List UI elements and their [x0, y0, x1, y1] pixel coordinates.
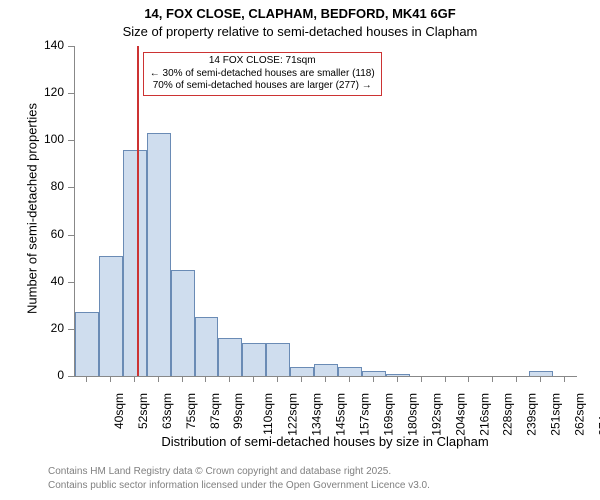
x-tick [373, 376, 374, 382]
bar [195, 317, 219, 376]
x-tick-label: 262sqm [573, 393, 587, 436]
x-tick [86, 376, 87, 382]
y-tick [68, 46, 74, 47]
bar [75, 312, 99, 376]
bar [290, 367, 314, 376]
footnote-line-1: Contains HM Land Registry data © Crown c… [48, 466, 391, 477]
x-tick [134, 376, 135, 382]
footnote-line-2: Contains public sector information licen… [48, 480, 430, 491]
bar [123, 150, 147, 376]
x-tick-label: 216sqm [477, 393, 491, 436]
x-tick [205, 376, 206, 382]
y-tick-label: 20 [30, 321, 64, 335]
x-tick [397, 376, 398, 382]
x-tick-label: 228sqm [501, 393, 515, 436]
x-tick-label: 192sqm [429, 393, 443, 436]
annotation-line-3: 70% of semi-detached houses are larger (… [150, 80, 375, 93]
x-tick-label: 110sqm [261, 393, 275, 435]
x-tick-label: 52sqm [136, 393, 150, 429]
chart-frame: 14, FOX CLOSE, CLAPHAM, BEDFORD, MK41 6G… [0, 0, 600, 500]
y-tick-label: 120 [30, 85, 64, 99]
x-tick-label: 145sqm [334, 393, 348, 436]
bar [218, 338, 242, 376]
y-tick [68, 329, 74, 330]
x-tick [349, 376, 350, 382]
x-tick-label: 75sqm [184, 393, 198, 429]
bar [338, 367, 362, 376]
x-tick-label: 251sqm [549, 393, 563, 436]
x-tick [540, 376, 541, 382]
x-tick-label: 134sqm [310, 393, 324, 436]
x-tick [421, 376, 422, 382]
x-tick-label: 169sqm [382, 393, 396, 436]
y-tick [68, 140, 74, 141]
y-tick-label: 140 [30, 38, 64, 52]
x-tick [229, 376, 230, 382]
y-tick [68, 235, 74, 236]
x-tick-label: 40sqm [112, 393, 126, 429]
x-tick-label: 99sqm [232, 393, 246, 429]
x-tick-label: 180sqm [406, 393, 420, 436]
x-tick-label: 204sqm [453, 393, 467, 436]
x-tick [516, 376, 517, 382]
property-marker-line [137, 46, 139, 376]
y-tick [68, 93, 74, 94]
x-tick-label: 122sqm [286, 393, 300, 436]
bar [171, 270, 195, 376]
x-tick [182, 376, 183, 382]
x-axis-label: Distribution of semi-detached houses by … [74, 434, 576, 449]
x-tick [325, 376, 326, 382]
x-tick-label: 63sqm [160, 393, 174, 429]
y-tick-label: 40 [30, 274, 64, 288]
y-tick-label: 80 [30, 179, 64, 193]
chart-title-line2: Size of property relative to semi-detach… [0, 24, 600, 39]
x-tick-label: 87sqm [208, 393, 222, 429]
chart-title-line1: 14, FOX CLOSE, CLAPHAM, BEDFORD, MK41 6G… [0, 6, 600, 21]
y-tick-label: 100 [30, 132, 64, 146]
plot-area: 14 FOX CLOSE: 71sqm ← 30% of semi-detach… [74, 46, 577, 377]
x-tick [158, 376, 159, 382]
bar [242, 343, 266, 376]
annotation-box: 14 FOX CLOSE: 71sqm ← 30% of semi-detach… [143, 52, 382, 96]
y-tick-label: 0 [30, 368, 64, 382]
bar [266, 343, 290, 376]
y-tick [68, 187, 74, 188]
x-tick [564, 376, 565, 382]
annotation-line-2: ← 30% of semi-detached houses are smalle… [150, 68, 375, 81]
x-tick [468, 376, 469, 382]
x-tick-label: 157sqm [358, 393, 372, 436]
x-tick [445, 376, 446, 382]
x-tick [110, 376, 111, 382]
x-tick [253, 376, 254, 382]
x-tick [301, 376, 302, 382]
x-tick-label: 239sqm [525, 393, 539, 436]
bar [147, 133, 171, 376]
y-tick [68, 282, 74, 283]
y-tick-label: 60 [30, 227, 64, 241]
bar [99, 256, 123, 376]
x-tick [277, 376, 278, 382]
y-axis-label: Number of semi-detached properties [25, 59, 40, 359]
annotation-line-1: 14 FOX CLOSE: 71sqm [150, 55, 375, 68]
x-tick [492, 376, 493, 382]
y-tick [68, 376, 74, 377]
bar [314, 364, 338, 376]
